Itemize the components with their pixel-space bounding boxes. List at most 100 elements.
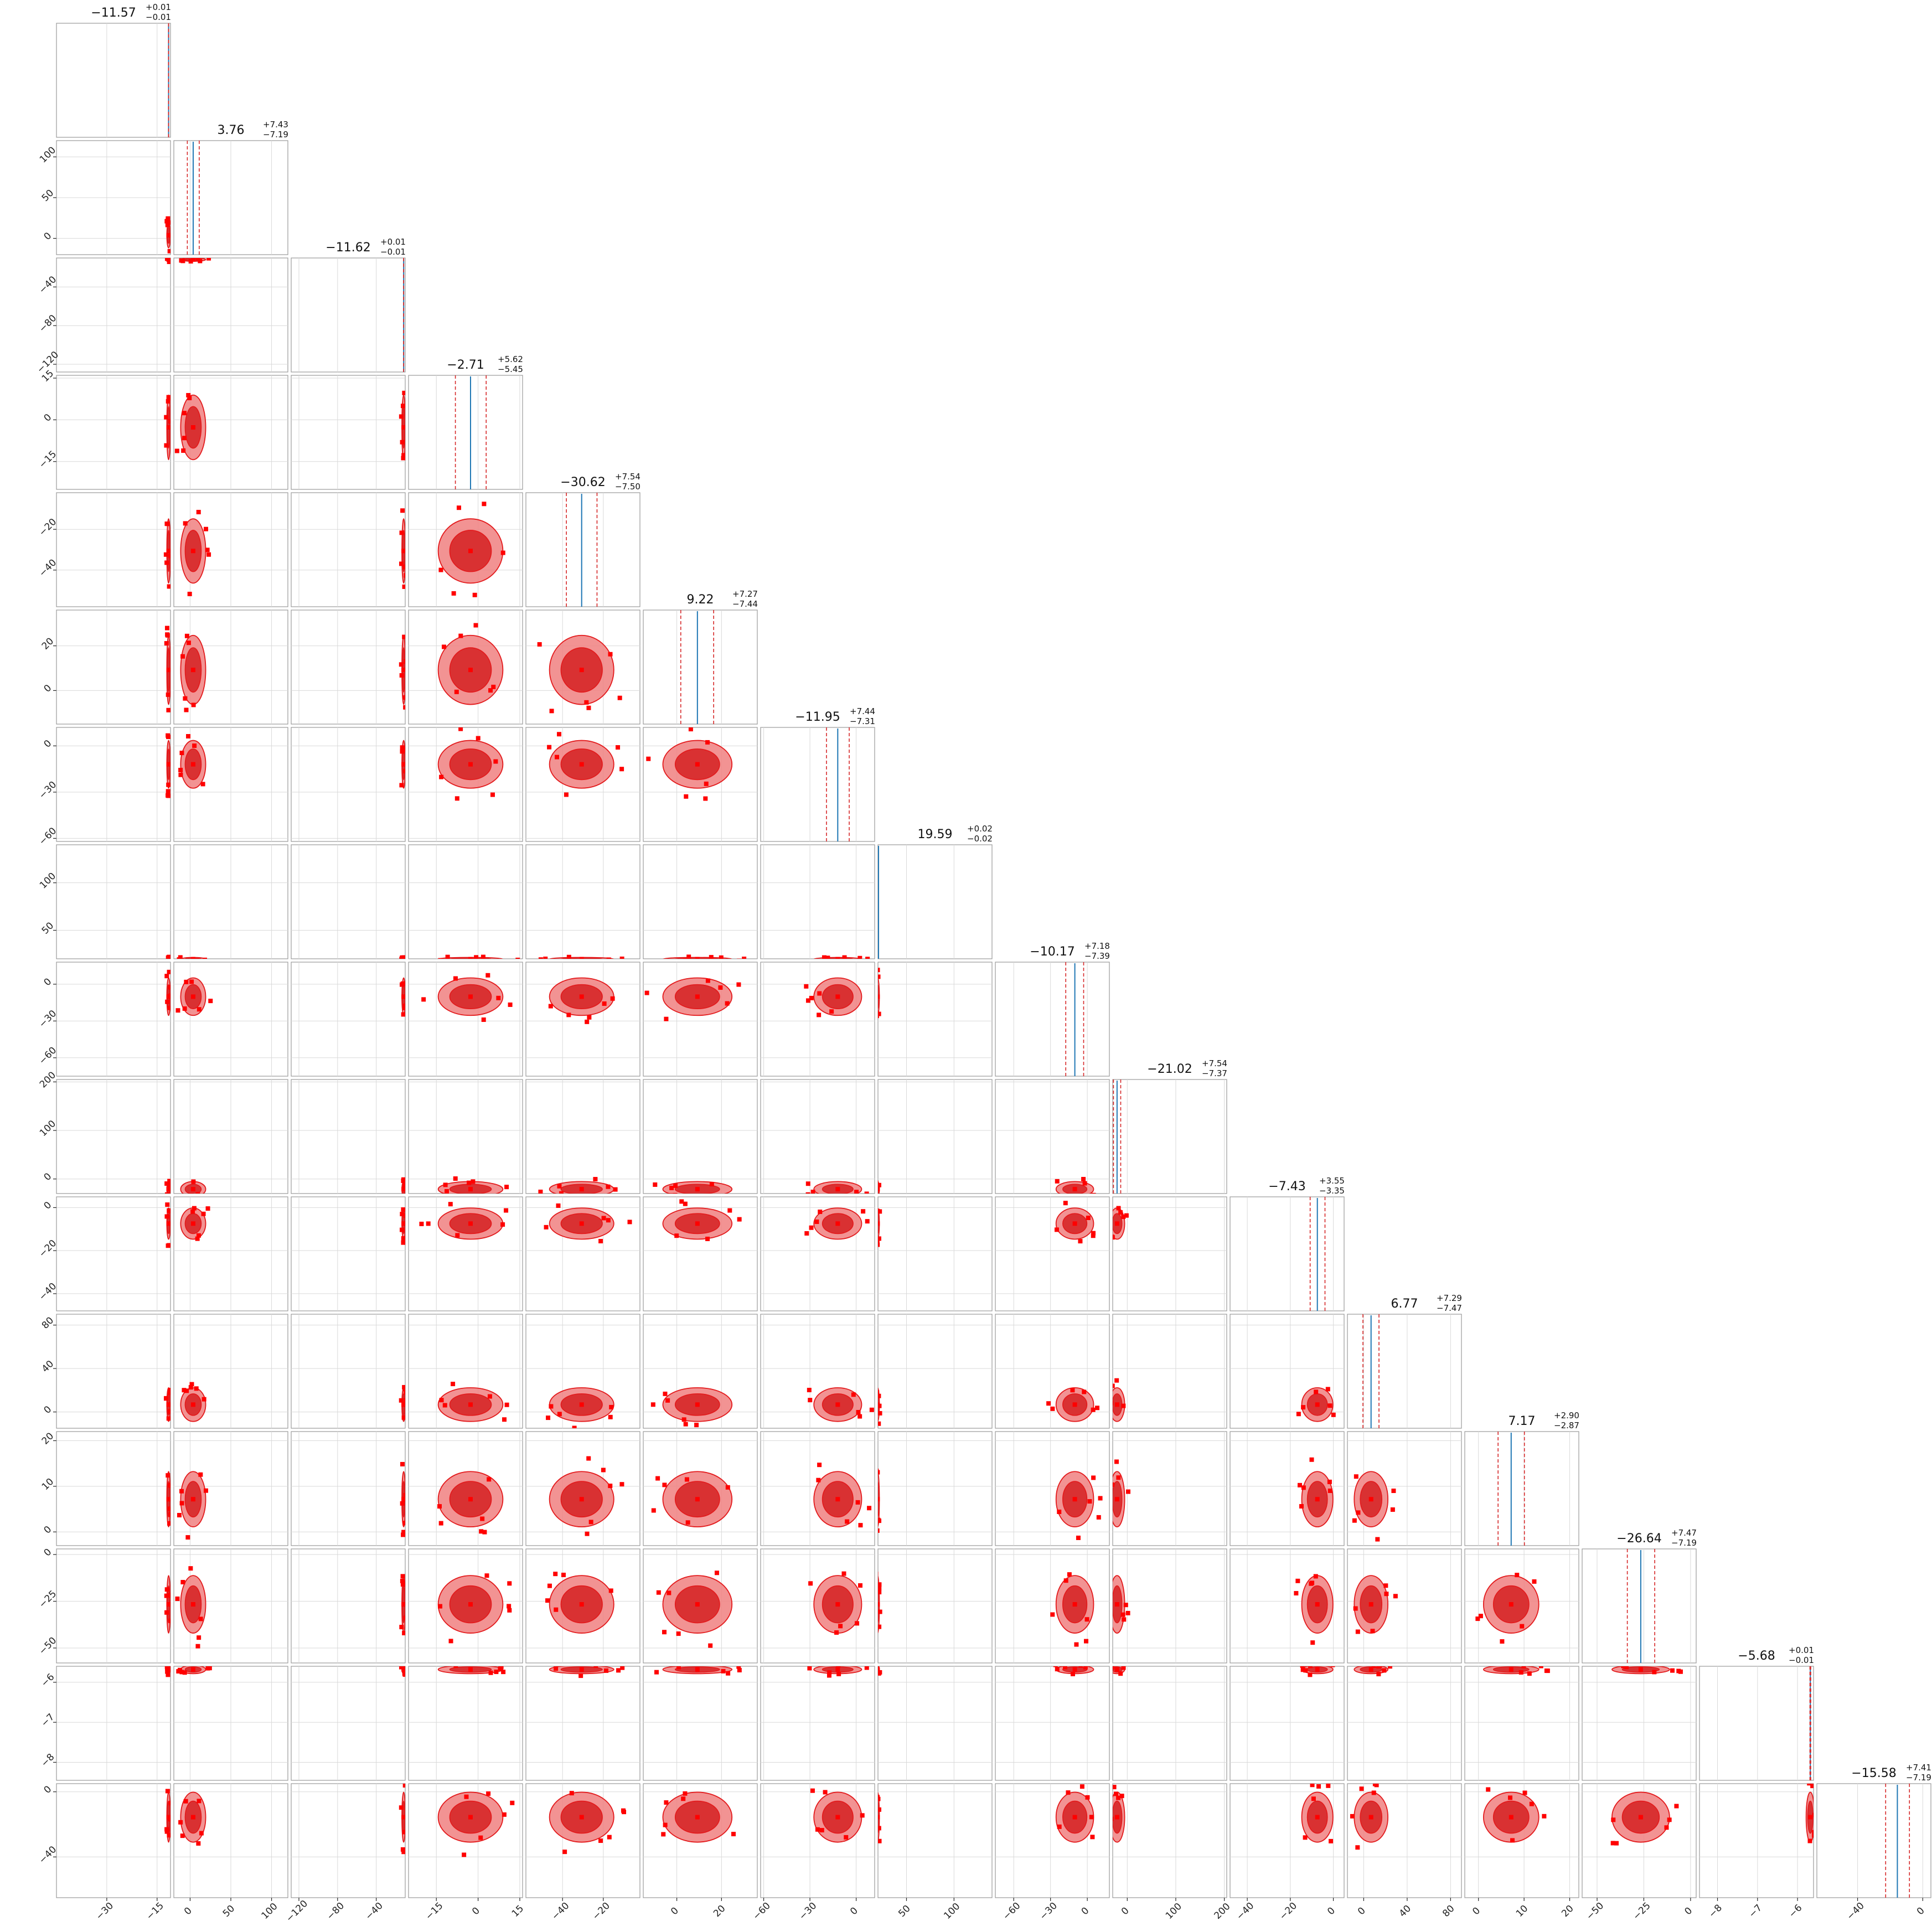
sample-point: [1355, 1845, 1360, 1850]
y-tick-label: −40: [37, 1844, 59, 1866]
sample-point: [1085, 1795, 1090, 1800]
sample-point: [400, 508, 405, 513]
sample-point: [186, 392, 191, 397]
param-title-minus-8: −7.39: [1084, 951, 1110, 961]
y-tick-label: 50: [40, 920, 56, 936]
median-point: [1315, 1667, 1320, 1672]
sample-point: [809, 995, 814, 1000]
median-point: [579, 994, 584, 999]
scatter-panel-8-3: [408, 962, 523, 1077]
sample-point: [403, 1615, 405, 1620]
sample-point: [878, 974, 881, 979]
median-point: [1072, 1497, 1077, 1502]
param-title-minus-7: −0.02: [967, 834, 993, 844]
panel-frame: [877, 844, 993, 959]
sample-point: [1296, 1412, 1301, 1417]
sample-point: [858, 1583, 862, 1588]
param-title-minus-5: −7.44: [732, 599, 758, 609]
sample-point: [194, 1386, 199, 1391]
sample-point: [1371, 1790, 1376, 1795]
sample-point: [1356, 1510, 1361, 1515]
sample-point: [166, 789, 171, 794]
sample-point: [1370, 1629, 1375, 1634]
sample-point: [184, 1388, 189, 1393]
panel-frame: [877, 1314, 993, 1429]
sample-point: [822, 955, 826, 959]
sample-point: [438, 1521, 443, 1526]
sample-point: [613, 1187, 618, 1192]
sample-point: [736, 1666, 741, 1669]
scatter-panel-11-9: [1112, 1314, 1227, 1429]
sample-point: [462, 1852, 467, 1857]
y-tick-label: −15: [37, 448, 59, 471]
panel-frame: [408, 844, 523, 959]
sample-point: [443, 1182, 448, 1187]
scatter-panel-13-7: [877, 1548, 993, 1664]
scatter-panel-9-0: 0 100 200: [38, 1070, 171, 1194]
sample-point: [1124, 1213, 1129, 1218]
sample-point: [1091, 1192, 1096, 1194]
y-tick-label: 0: [42, 1404, 54, 1416]
x-tick-label: −40: [363, 1900, 385, 1923]
sample-point: [1350, 1814, 1355, 1819]
sample-point: [402, 1784, 405, 1788]
sample-point: [1062, 1666, 1067, 1670]
sample-point: [878, 1528, 880, 1533]
sample-point: [662, 1482, 667, 1487]
histogram-panel-10: −7.43 +3.55−3.35: [1230, 1176, 1345, 1311]
median-point: [1072, 1402, 1077, 1407]
sample-point: [166, 793, 171, 798]
scatter-panel-8-7: [877, 962, 993, 1077]
sample-point: [1674, 1804, 1679, 1809]
x-tick-label: 0: [1915, 1905, 1927, 1918]
sample-point: [402, 747, 405, 752]
median-point: [1072, 1602, 1077, 1607]
sample-point: [1544, 1668, 1549, 1673]
sample-point: [445, 954, 450, 959]
sample-point: [878, 1208, 880, 1213]
sample-point: [627, 1220, 632, 1225]
panel-frame: [291, 609, 406, 725]
sample-point: [467, 1180, 472, 1185]
panel-frame: [995, 1079, 1110, 1194]
sample-point: [1329, 1838, 1334, 1843]
sample-point: [1084, 1617, 1089, 1622]
median-point: [401, 1221, 405, 1226]
sample-point: [399, 662, 404, 667]
sample-point: [606, 1218, 611, 1223]
panel-frame: [56, 23, 171, 138]
sample-point: [727, 1208, 732, 1213]
scatter-panel-6-2: [291, 727, 406, 842]
sample-point: [168, 1801, 171, 1806]
sample-point: [566, 954, 571, 959]
sample-point: [453, 1666, 458, 1668]
sample-point: [400, 440, 405, 445]
sample-point: [1678, 1669, 1683, 1674]
sample-point: [399, 673, 404, 678]
sample-point: [1374, 1784, 1379, 1788]
y-tick-label: 100: [38, 144, 58, 165]
sample-point: [197, 1007, 202, 1012]
param-title-5: 9.22: [687, 593, 714, 607]
sample-point: [586, 1456, 591, 1461]
median-point: [1368, 1667, 1373, 1672]
sample-point: [662, 1630, 667, 1635]
sample-point: [399, 561, 404, 566]
scatter-panel-14-3: [408, 1666, 523, 1781]
scatter-panel-15-5: 0 20: [643, 1783, 758, 1919]
panel-frame: [1112, 1548, 1227, 1664]
sample-point: [616, 745, 621, 750]
median-point: [166, 1221, 171, 1226]
median-point: [695, 994, 700, 999]
panel-frame: [408, 1666, 523, 1781]
sample-point: [1081, 1177, 1086, 1182]
sample-point: [399, 1805, 404, 1810]
x-tick-label: −15: [423, 1900, 446, 1923]
sample-point: [561, 1572, 566, 1577]
sample-point: [878, 1470, 880, 1475]
sample-point: [1095, 1406, 1100, 1411]
sample-point: [609, 1404, 614, 1409]
sample-point: [168, 1521, 171, 1526]
median-point: [1114, 1667, 1119, 1672]
sample-point: [588, 1520, 593, 1525]
